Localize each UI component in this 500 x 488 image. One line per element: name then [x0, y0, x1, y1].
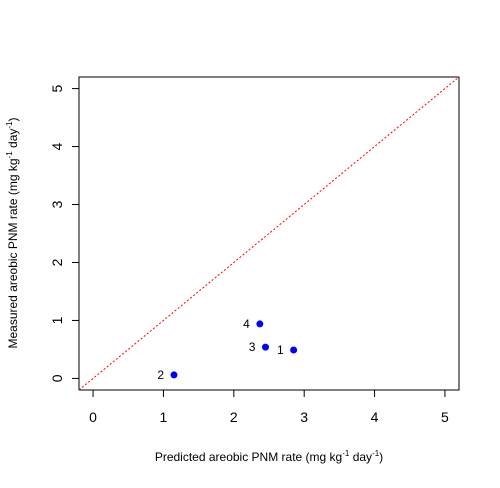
- x-tick-label: 5: [441, 409, 449, 425]
- data-points: 1 2 3 4: [157, 317, 298, 382]
- y-tick-label: 3: [49, 200, 65, 208]
- data-point-2: [170, 371, 178, 379]
- x-tick-label: 0: [89, 409, 97, 425]
- point-label-2: 2: [157, 368, 164, 382]
- data-point-3: [261, 343, 269, 351]
- point-label-3: 3: [249, 340, 256, 354]
- identity-reference-line: [78, 76, 460, 391]
- x-axis-title: Predicted areobic PNM rate (mg kg-1 day-…: [155, 449, 383, 464]
- point-label-4: 4: [243, 317, 250, 331]
- y-tick-label: 1: [49, 316, 65, 324]
- data-point-1: [290, 346, 298, 354]
- x-tick-label: 4: [371, 409, 379, 425]
- x-tick-label: 2: [230, 409, 238, 425]
- y-tick-label: 4: [49, 142, 65, 150]
- x-tick-label: 3: [300, 409, 308, 425]
- point-label-1: 1: [277, 343, 284, 357]
- x-tick-label: 1: [160, 409, 168, 425]
- data-point-4: [256, 320, 264, 328]
- y-tick-label: 0: [49, 374, 65, 382]
- y-axis-title: Measured areobic PNM rate (mg kg-1 day-1…: [5, 117, 20, 348]
- y-tick-label: 5: [49, 84, 65, 92]
- y-axis: 0 1 2 3 4 5: [49, 84, 80, 382]
- y-tick-label: 2: [49, 258, 65, 266]
- x-axis: 0 1 2 3 4 5: [89, 389, 449, 425]
